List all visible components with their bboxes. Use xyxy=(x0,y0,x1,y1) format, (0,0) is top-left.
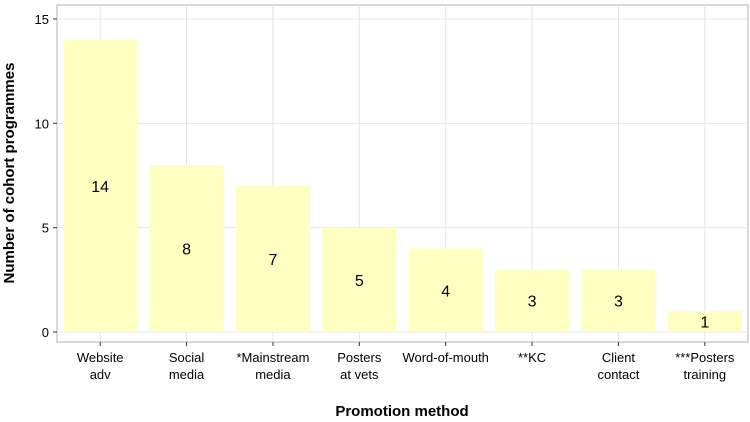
y-tick-label: 15 xyxy=(35,12,49,27)
value-label: 1 xyxy=(700,315,709,332)
bar xyxy=(581,269,656,332)
value-label: 3 xyxy=(614,294,623,311)
x-tick-label: Posters at vets xyxy=(337,350,382,382)
bar xyxy=(149,165,224,332)
x-axis-title: Promotion method xyxy=(335,403,468,420)
x-tick-label: *Mainstream media xyxy=(236,350,309,382)
y-tick-label: 0 xyxy=(42,325,49,340)
bar xyxy=(235,185,311,332)
y-axis-title: Number of cohort programmes xyxy=(1,63,18,284)
x-tick-label: Website adv xyxy=(77,350,124,382)
value-label: 4 xyxy=(441,283,450,300)
x-tick-label: Client contact xyxy=(597,350,639,382)
bar xyxy=(322,227,397,332)
x-tick-label: **KC xyxy=(518,350,546,365)
value-label: 14 xyxy=(91,179,109,196)
x-tick-label: Social media xyxy=(169,350,205,382)
bar xyxy=(63,39,138,332)
bar xyxy=(494,269,570,332)
value-label: 8 xyxy=(182,242,191,259)
x-tick-label: ***Posters training xyxy=(675,350,735,382)
x-tick-label: Word-of-mouth xyxy=(402,350,488,365)
bar xyxy=(408,248,483,332)
value-label: 3 xyxy=(528,294,537,311)
y-tick-label: 10 xyxy=(35,116,49,131)
value-label: 5 xyxy=(355,273,364,290)
value-label: 7 xyxy=(268,252,277,269)
y-tick-label: 5 xyxy=(42,221,49,236)
bar xyxy=(667,311,742,332)
